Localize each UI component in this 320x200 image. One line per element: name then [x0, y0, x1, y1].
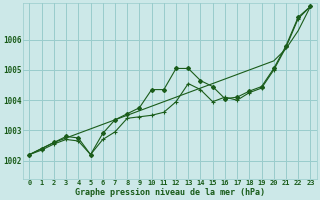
X-axis label: Graphe pression niveau de la mer (hPa): Graphe pression niveau de la mer (hPa): [75, 188, 265, 197]
